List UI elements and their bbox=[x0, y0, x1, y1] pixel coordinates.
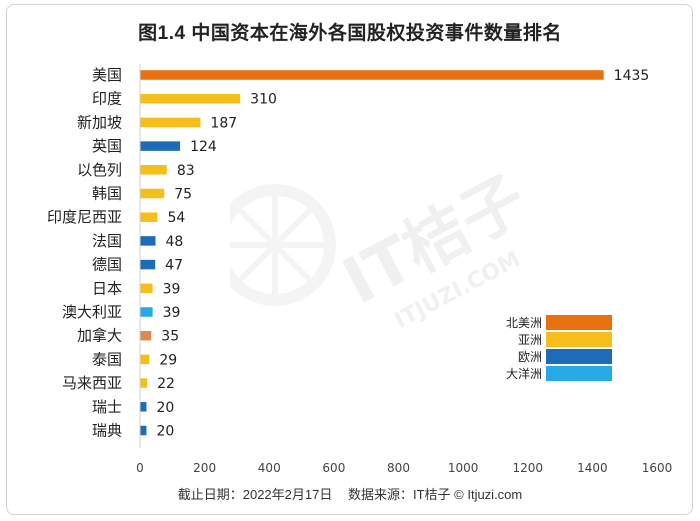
x-tick-label: 200 bbox=[193, 461, 216, 475]
bar bbox=[140, 93, 241, 104]
category-label: 以色列 bbox=[77, 161, 122, 179]
footer-source: 数据来源：IT桔子 © Itjuzi.com bbox=[347, 487, 523, 502]
chart-title: 图1.4 中国资本在海外各国股权投资事件数量排名 bbox=[138, 23, 562, 44]
legend-item: 北美洲 bbox=[492, 314, 612, 331]
category-label: 瑞士 bbox=[92, 398, 122, 416]
category-label: 英国 bbox=[92, 137, 122, 155]
value-label: 124 bbox=[190, 139, 217, 155]
x-axis: 0 200 400 600 800 1000 1200 1400 1600 bbox=[136, 64, 672, 475]
value-label: 47 bbox=[165, 258, 183, 274]
x-tick-label: 600 bbox=[322, 461, 345, 475]
legend-swatch bbox=[546, 315, 612, 330]
legend-label: 北美洲 bbox=[505, 316, 542, 330]
category-label: 美国 bbox=[92, 66, 122, 84]
bar bbox=[140, 425, 147, 436]
bar bbox=[140, 283, 153, 294]
bar bbox=[140, 70, 604, 80]
bar bbox=[140, 188, 165, 199]
x-tick-label: 1400 bbox=[577, 461, 608, 475]
category-label: 瑞典 bbox=[92, 422, 122, 440]
bar bbox=[140, 354, 150, 365]
legend-label: 大洋洲 bbox=[505, 367, 542, 381]
value-label: 48 bbox=[166, 234, 184, 250]
legend-item: 亚洲 bbox=[492, 331, 612, 348]
category-label: 印度尼西亚 bbox=[47, 208, 122, 226]
legend-label: 欧洲 bbox=[517, 350, 542, 364]
value-label: 39 bbox=[163, 305, 181, 321]
bar bbox=[140, 141, 181, 151]
legend-swatch bbox=[546, 349, 612, 364]
bar bbox=[140, 212, 158, 222]
x-tick-label: 1600 bbox=[642, 461, 673, 475]
bar bbox=[140, 236, 156, 246]
bar bbox=[140, 402, 147, 412]
category-label: 法国 bbox=[92, 232, 122, 250]
category-label: 印度 bbox=[92, 90, 122, 108]
footer-date: 截止日期：2022年2月17日 bbox=[177, 487, 333, 502]
category-label: 澳大利亚 bbox=[62, 303, 122, 321]
legend-label: 亚洲 bbox=[517, 333, 542, 347]
x-tick-label: 0 bbox=[136, 461, 144, 475]
value-label: 22 bbox=[157, 376, 175, 392]
category-label: 德国 bbox=[92, 256, 122, 274]
category-label: 泰国 bbox=[92, 350, 122, 368]
value-label: 39 bbox=[163, 281, 181, 297]
bar bbox=[140, 117, 201, 128]
legend-item: 欧洲 bbox=[492, 348, 612, 365]
bar bbox=[140, 259, 156, 270]
bar bbox=[140, 330, 152, 341]
value-label: 187 bbox=[210, 115, 237, 131]
bar bbox=[140, 165, 167, 175]
x-tick-label: 1200 bbox=[512, 461, 543, 475]
bar bbox=[140, 307, 153, 317]
value-label: 20 bbox=[156, 424, 174, 440]
value-label: 29 bbox=[159, 352, 177, 368]
x-tick-label: 1000 bbox=[448, 461, 479, 475]
category-label: 日本 bbox=[92, 279, 122, 297]
legend: 北美洲亚洲欧洲大洋洲 bbox=[492, 314, 612, 382]
category-label: 韩国 bbox=[92, 185, 122, 203]
category-label: 马来西亚 bbox=[62, 374, 122, 392]
chart-frame bbox=[6, 4, 693, 515]
legend-swatch bbox=[546, 366, 612, 381]
value-label: 75 bbox=[174, 187, 192, 203]
category-label: 加拿大 bbox=[77, 327, 122, 345]
value-label: 310 bbox=[250, 92, 277, 108]
value-label: 83 bbox=[177, 163, 195, 179]
legend-swatch bbox=[546, 332, 612, 347]
footer: 截止日期：2022年2月17日 数据来源：IT桔子 © Itjuzi.com bbox=[0, 484, 700, 503]
legend-item: 大洋洲 bbox=[492, 365, 612, 382]
bars-layer: 美国 1435 印度 310 新加坡 187 英国 124 以色列 83 韩国 75 印度尼西亚 54 法国… bbox=[47, 66, 649, 440]
value-label: 35 bbox=[161, 329, 179, 345]
value-label: 20 bbox=[156, 400, 174, 416]
value-label: 1435 bbox=[614, 68, 650, 84]
bar bbox=[140, 378, 148, 388]
value-label: 54 bbox=[167, 210, 185, 226]
x-tick-label: 400 bbox=[258, 461, 281, 475]
x-tick-label: 800 bbox=[387, 461, 410, 475]
category-label: 新加坡 bbox=[77, 113, 122, 131]
